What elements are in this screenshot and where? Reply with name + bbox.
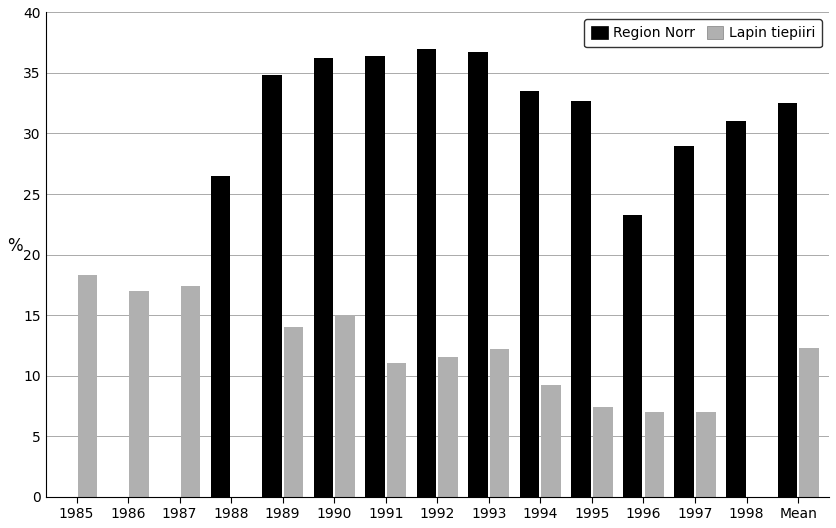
Bar [314,59,334,497]
Bar [387,363,406,497]
Bar [571,101,591,497]
Bar [799,348,818,497]
Legend: Region Norr, Lapin tiepiiri: Region Norr, Lapin tiepiiri [584,20,822,48]
Bar [365,56,385,497]
Bar [283,327,303,497]
Bar [335,315,354,497]
Bar [645,412,664,497]
Bar [623,214,642,497]
Bar [726,121,746,497]
Bar [438,357,458,497]
Bar [129,291,149,497]
Y-axis label: %: % [7,237,23,254]
Bar [211,176,230,497]
Bar [468,52,488,497]
Bar [675,146,694,497]
Bar [520,91,539,497]
Bar [490,349,509,497]
Bar [542,385,561,497]
Bar [78,275,97,497]
Bar [262,76,282,497]
Bar [416,49,436,497]
Bar [593,407,613,497]
Bar [696,412,716,497]
Bar [181,286,200,497]
Bar [777,103,797,497]
